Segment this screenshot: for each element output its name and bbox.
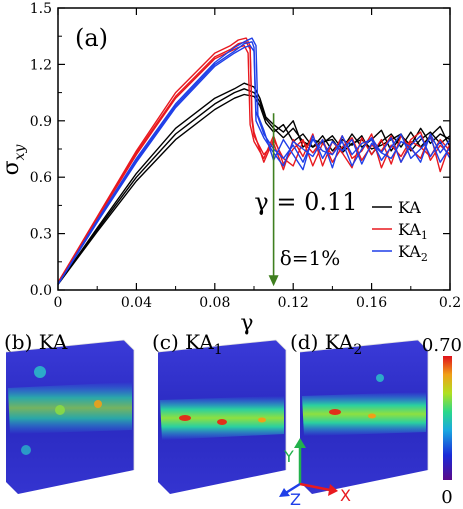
y-tick-label: 0.9	[30, 114, 52, 130]
series-layer	[58, 37, 450, 285]
axes-triad: Y Z X	[279, 438, 351, 509]
legend-label-ka2: KA2	[398, 242, 428, 264]
snapshot-b-edge	[5, 339, 135, 470]
snapshot-c-label: (c) KA1	[152, 330, 223, 358]
snapshot-b-cluster	[21, 445, 31, 455]
colorbar: 0.70 0	[422, 335, 462, 508]
x-tick-label: 0.08	[199, 295, 230, 311]
colorbar-max-label: 0.70	[422, 335, 462, 356]
snapshot-c-band	[160, 396, 284, 440]
x-tick-label: 0.12	[278, 295, 309, 311]
y-tick-label: 1.2	[30, 57, 52, 73]
snapshot-b-band	[8, 382, 132, 434]
snapshot-d: (d) KA2	[290, 330, 429, 494]
x-axis-label: γ	[240, 311, 253, 336]
panel-label-a: (a)	[75, 24, 108, 52]
snapshot-c-hotspot	[258, 417, 266, 423]
z-axis-arrow-head	[279, 488, 290, 497]
snapshot-c-hotspot	[217, 419, 227, 425]
snapshot-d-label: (d) KA2	[290, 330, 362, 358]
x-axis-arrow-head	[328, 484, 338, 496]
colorbar-gradient	[443, 356, 452, 480]
y-tick-label: 0.0	[30, 283, 52, 299]
y-ticks: 0.0 0.3 0.6 0.9 1.2 1.5	[30, 1, 450, 299]
annotation-gamma: γ = 0.11	[254, 188, 357, 216]
strain-rate-label: δ=1%	[280, 246, 341, 270]
snapshot-b-cluster	[34, 366, 46, 378]
y-axis-label: σxy	[0, 143, 28, 175]
y-tick-label: 1.5	[30, 1, 52, 17]
snapshot-d-edge	[299, 339, 429, 470]
legend-label-ka: KA	[398, 198, 421, 217]
z-axis-triad-label: Z	[290, 490, 301, 509]
annotation-arrow-head	[268, 275, 279, 287]
colorbar-min-label: 0	[441, 487, 452, 508]
stress-strain-chart: 0 0.04 0.08 0.12 0.16 0.2 0.00.30.60.91.21.5 …	[0, 1, 461, 336]
snapshot-d-hotspot	[329, 409, 341, 415]
y-axis-triad-label: Y	[283, 447, 294, 466]
snapshot-d-hotspot	[368, 413, 376, 419]
y-tick-label: 0.6	[30, 170, 52, 186]
y-axis-label-main: σ	[0, 160, 24, 175]
x-tick-label: 0.04	[121, 295, 152, 311]
snapshot-b-label: (b) KA	[4, 330, 68, 354]
y-axis-label-sub: xy	[12, 143, 28, 160]
y-tick-label: 0.3	[30, 227, 52, 243]
snapshot-c-hotspot	[179, 415, 191, 421]
snapshot-c: (c) KA1	[152, 330, 287, 494]
x-ticks: 0 0.04 0.08 0.12 0.16 0.2	[54, 8, 461, 311]
snapshot-b-cluster	[94, 400, 102, 408]
series-line-ka2-run-3	[58, 41, 450, 285]
snapshot-c-edge	[157, 339, 287, 470]
x-tick-label: 0	[54, 295, 63, 311]
series-line-ka2-run-2	[58, 44, 450, 285]
snapshot-b-cluster	[55, 405, 65, 415]
x-axis-triad-label: X	[340, 486, 351, 505]
snapshot-d-band	[302, 392, 426, 436]
snapshot-b: (b) KA	[4, 330, 135, 494]
x-axis-arrow	[299, 482, 331, 492]
x-tick-label: 0.16	[356, 295, 387, 311]
y-axis-arrow-head	[294, 438, 306, 448]
x-tick-label: 0.2	[439, 295, 461, 311]
legend-label-ka1: KA1	[398, 220, 428, 242]
snapshot-d-cluster	[376, 374, 384, 382]
snapshot-panels: (b) KA (c) KA1 (d) KA2	[4, 330, 429, 494]
